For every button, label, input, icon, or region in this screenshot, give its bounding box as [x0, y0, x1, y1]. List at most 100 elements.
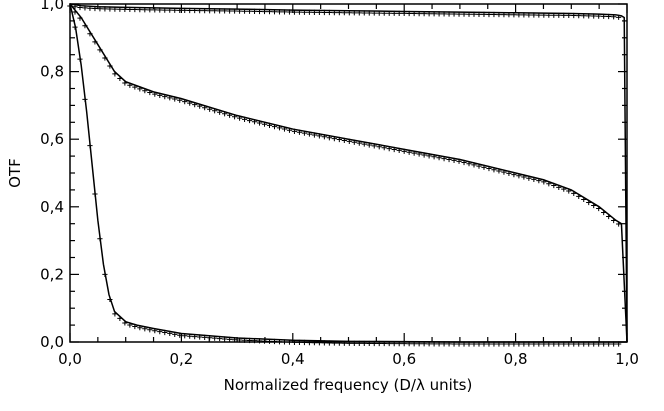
plus-marker — [441, 341, 447, 347]
plus-marker — [256, 120, 263, 126]
plus-marker — [266, 122, 273, 129]
plus-marker — [366, 10, 372, 16]
plot-frame — [69, 3, 628, 343]
plus-marker — [411, 10, 417, 17]
plus-marker — [102, 6, 108, 12]
plus-marker — [361, 10, 367, 16]
plus-marker — [606, 213, 612, 220]
plus-marker — [217, 335, 223, 342]
plus-marker — [466, 341, 472, 347]
plus-marker — [306, 9, 313, 15]
plus-marker — [486, 165, 492, 172]
plus-marker — [441, 155, 447, 162]
plus-marker — [526, 175, 532, 181]
plus-marker — [371, 143, 377, 149]
plus-marker — [351, 10, 357, 16]
plus-marker — [157, 7, 163, 13]
plus-marker — [611, 217, 617, 224]
plus-marker — [516, 341, 522, 347]
plus-marker — [236, 337, 243, 343]
plus-marker — [301, 130, 308, 136]
plus-marker — [107, 296, 113, 303]
plus-marker — [351, 340, 357, 346]
plus-marker — [476, 341, 482, 347]
plus-marker — [471, 11, 477, 17]
plus-marker — [82, 96, 88, 102]
plus-marker — [546, 181, 552, 187]
plus-marker — [521, 12, 527, 18]
plus-marker — [92, 5, 98, 12]
plus-marker — [67, 3, 73, 9]
plus-marker — [446, 11, 452, 17]
plus-marker — [531, 176, 537, 183]
series-line — [69, 3, 627, 343]
plus-marker — [566, 12, 572, 19]
plus-marker — [152, 91, 158, 97]
plus-marker — [411, 150, 417, 156]
plus-marker — [331, 9, 337, 16]
plus-marker — [152, 7, 158, 13]
plus-marker — [281, 126, 288, 132]
plus-marker — [306, 340, 313, 346]
plus-marker — [526, 12, 532, 18]
series-line — [69, 3, 628, 343]
plus-marker — [341, 10, 347, 16]
plus-marker — [606, 13, 612, 20]
plus-marker — [311, 132, 317, 138]
plus-marker — [326, 340, 332, 346]
plus-marker — [192, 102, 198, 108]
plus-marker — [396, 10, 402, 16]
plus-marker — [451, 11, 457, 17]
plus-marker — [311, 340, 317, 346]
plus-marker — [162, 7, 168, 13]
plus-marker — [132, 6, 138, 13]
plus-marker — [306, 131, 313, 137]
plus-marker — [177, 332, 183, 338]
plus-marker — [396, 147, 402, 154]
plus-marker — [276, 125, 283, 131]
plus-marker — [241, 116, 248, 122]
plus-marker — [197, 103, 203, 109]
x-axis-label: Normalized frequency (D/λ units) — [224, 376, 473, 394]
y-tick-label: 0,2 — [40, 265, 64, 283]
plus-marker — [286, 127, 293, 133]
plus-marker — [172, 96, 178, 102]
plus-marker — [261, 338, 268, 344]
plus-marker — [137, 86, 143, 92]
plus-marker — [406, 10, 412, 17]
plus-marker — [481, 164, 487, 170]
plus-marker — [531, 12, 537, 18]
series-1 — [67, 3, 628, 343]
plus-marker — [301, 339, 308, 346]
plus-marker — [546, 12, 552, 18]
plus-marker — [611, 14, 617, 20]
plus-marker — [192, 333, 198, 340]
plus-marker — [601, 341, 607, 347]
plus-marker — [271, 124, 278, 130]
plus-marker — [117, 6, 123, 12]
plus-marker — [401, 10, 407, 17]
plus-marker — [376, 144, 382, 150]
plus-marker — [251, 119, 258, 125]
plus-marker — [117, 315, 123, 322]
plus-marker — [122, 80, 128, 86]
y-tick-label: 0,8 — [40, 63, 64, 81]
plus-marker — [132, 84, 138, 90]
plus-marker — [87, 143, 93, 149]
plus-marker — [261, 8, 268, 15]
plus-marker — [346, 340, 352, 346]
plus-marker — [172, 331, 178, 337]
plus-marker — [521, 174, 527, 180]
plus-marker — [77, 4, 83, 11]
plus-marker — [476, 163, 482, 169]
y-tick-label: 0,0 — [40, 333, 64, 351]
plus-marker — [401, 341, 407, 347]
plus-marker — [291, 339, 298, 345]
plus-marker — [556, 12, 562, 18]
plus-marker — [481, 11, 487, 18]
plus-marker — [576, 341, 582, 347]
tick-labels: 0,0 0,2 0,4 0,6 0,8 1,0 0,0 0,2 0,4 0,6 0,8 1,0 — [40, 0, 639, 368]
plus-marker — [182, 7, 188, 14]
plus-marker — [331, 136, 337, 142]
